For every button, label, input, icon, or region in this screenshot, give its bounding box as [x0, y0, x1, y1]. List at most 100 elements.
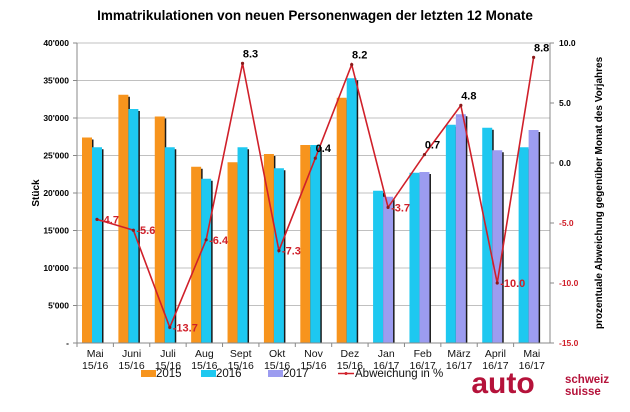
- axes: - 5'000 10'000 15'000 20'000 25'000 30'000 35'0…: [43, 38, 578, 372]
- deviation-label: -6.4: [209, 235, 229, 247]
- bar-2015: [154, 116, 165, 343]
- x-tick-label: Feb: [414, 348, 432, 360]
- deviation-point: [532, 55, 536, 60]
- deviation-point: [386, 205, 390, 209]
- deviation-point: [495, 281, 499, 285]
- x-tick-label: Jan: [378, 348, 395, 360]
- bar-2017: [383, 196, 394, 343]
- x-tick-label-sub: 16/17: [519, 360, 545, 372]
- deviation-label: 8.8: [534, 42, 549, 54]
- y2-tick-label: -15.0: [559, 338, 579, 348]
- logo-suisse-text: suisse: [565, 386, 601, 398]
- bar-2017: [419, 172, 430, 343]
- deviation-point: [95, 217, 99, 221]
- bar-2017: [492, 150, 503, 343]
- legend-line-marker: [344, 372, 348, 375]
- x-tick-label: Juli: [160, 348, 176, 360]
- bar-2016: [92, 147, 102, 343]
- legend-swatch-2016: [201, 370, 216, 377]
- x-tick-label-sub: 16/17: [410, 360, 436, 372]
- legend-label: 2015: [156, 368, 182, 380]
- legend-label: 2016: [216, 368, 242, 380]
- deviation-point: [240, 61, 245, 65]
- x-tick-label: Okt: [269, 348, 285, 360]
- bar-2016: [373, 190, 384, 343]
- deviation-point: [277, 249, 281, 253]
- deviation-point: [168, 325, 172, 329]
- x-tick-label: Aug: [195, 348, 214, 360]
- deviation-point: [313, 156, 317, 160]
- bar-2016: [518, 147, 529, 343]
- y-tick-label: 30'000: [43, 113, 69, 123]
- bar-2016: [445, 124, 456, 343]
- deviation-point: [131, 228, 135, 232]
- x-tick-label-sub: 15/16: [155, 360, 181, 372]
- deviation-label: 4.8: [461, 90, 476, 102]
- bar-2015: [227, 162, 238, 343]
- chart-title: Immatrikulationen von neuen Personenwage…: [97, 8, 533, 23]
- x-tick-label: Dez: [341, 348, 360, 360]
- bar-2015: [191, 166, 202, 343]
- y-tick-label: 20'000: [43, 188, 69, 198]
- y-tick-label: 40'000: [43, 38, 69, 48]
- x-tick-label-sub: 15/16: [228, 360, 254, 372]
- y-tick-label: 15'000: [43, 226, 69, 236]
- y-tick-label: 25'000: [43, 151, 69, 161]
- x-tick-label: Sept: [230, 348, 252, 360]
- bar-2016: [237, 147, 248, 343]
- bar-2017: [528, 130, 539, 343]
- legend-swatch-2017: [268, 370, 283, 377]
- y-tick-label: -: [66, 338, 69, 348]
- bars: [82, 78, 541, 343]
- y2-axis-title: prozentuale Abweichung gegenüber Monat d…: [594, 56, 605, 329]
- legend-label: 2017: [283, 368, 309, 380]
- x-tick-label-sub: 15/16: [300, 360, 326, 372]
- x-tick-label: Nov: [304, 348, 323, 360]
- bar-2015: [336, 97, 347, 343]
- bar-2016: [310, 145, 321, 343]
- logo: auto schweiz suisse: [471, 367, 609, 400]
- x-tick-label-sub: 16/17: [482, 360, 508, 372]
- deviation-label: -10.0: [500, 278, 525, 290]
- x-tick-label-sub: 15/16: [82, 360, 108, 372]
- bar-2015: [300, 145, 311, 343]
- deviation-label: -5.6: [136, 225, 155, 237]
- deviation-label: 8.2: [352, 50, 367, 62]
- y2-tick-label: -10.0: [559, 278, 579, 288]
- y-tick-label: 35'000: [43, 76, 69, 86]
- deviation-point: [350, 63, 354, 67]
- x-tick-label: Mai: [87, 348, 104, 360]
- deviation-label: -7.3: [282, 246, 301, 258]
- bar-2016: [273, 168, 284, 343]
- deviation-label: -3.7: [391, 202, 410, 214]
- x-tick-label: April: [485, 348, 506, 360]
- deviation-label: 0.4: [316, 143, 332, 155]
- bar-2016: [128, 109, 139, 343]
- deviation-point: [422, 153, 427, 157]
- y-tick-label: 10'000: [43, 263, 69, 273]
- y-axis-title: Stück: [31, 179, 42, 207]
- deviation-label: -13.7: [173, 322, 198, 334]
- legend-swatch-2015: [141, 370, 156, 377]
- deviation-label: 0.7: [425, 140, 440, 152]
- bar-2015: [82, 137, 92, 343]
- bar-2016: [346, 78, 357, 343]
- y2-tick-label: 0.0: [559, 158, 571, 168]
- x-tick-label-sub: 16/17: [446, 360, 472, 372]
- y2-tick-label: 10.0: [559, 38, 576, 48]
- bar-2016: [164, 147, 175, 343]
- bar-2016: [409, 172, 420, 343]
- x-tick-label: Juni: [122, 348, 141, 360]
- x-tick-label-sub: 15/16: [118, 360, 144, 372]
- x-tick-label: März: [447, 348, 470, 360]
- deviation-label: -4.7: [100, 214, 119, 226]
- y-tick-label: 5'000: [48, 301, 69, 311]
- x-tick-label-sub: 15/16: [337, 360, 363, 372]
- deviation-point: [459, 103, 463, 107]
- bar-2015: [263, 154, 274, 343]
- deviation-label: 8.3: [243, 48, 258, 60]
- logo-schweiz-text: schweiz: [565, 374, 609, 386]
- bar-2015: [118, 94, 129, 343]
- x-tick-label: Mai: [523, 348, 540, 360]
